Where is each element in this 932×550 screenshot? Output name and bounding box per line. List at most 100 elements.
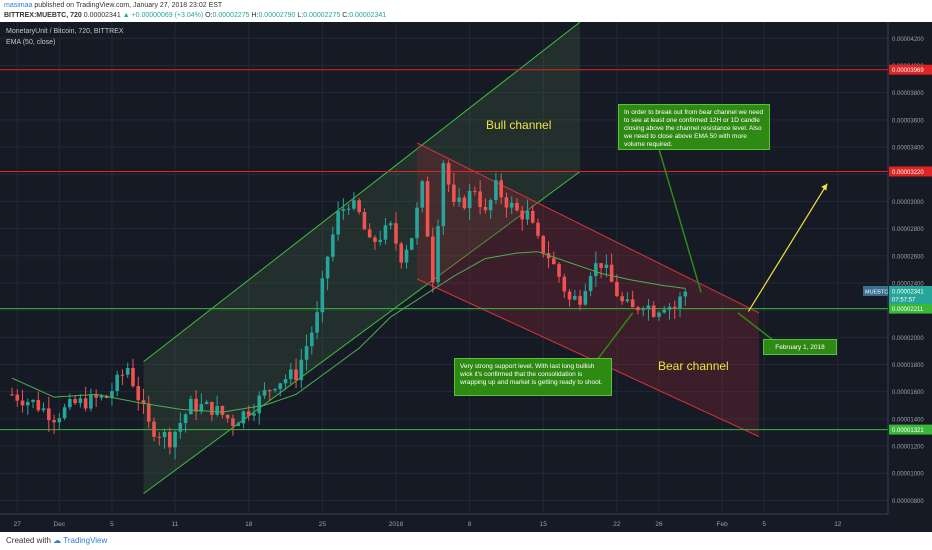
x-tick-label: 2018: [389, 521, 404, 528]
candle-body: [20, 400, 25, 406]
tradingview-cloud-icon: ☁: [53, 536, 62, 545]
x-tick-label: 18: [245, 521, 253, 528]
x-tick-label: 22: [613, 521, 621, 528]
candle-body: [146, 403, 151, 422]
created-with-text: Created with: [6, 536, 51, 545]
candle-body: [288, 369, 293, 380]
candle-body: [446, 163, 451, 185]
y-tick-label: 0.00001400: [892, 417, 924, 423]
candle-body: [73, 399, 77, 404]
candle-body: [609, 264, 614, 282]
candle-body: [478, 191, 482, 207]
x-tick-label: 5: [110, 521, 114, 528]
y-tick-label: 0.00002000: [892, 336, 924, 342]
candle-body: [136, 386, 141, 401]
price-change: ▲ +0.00000069 (+3.04%): [122, 12, 204, 19]
bear-channel-lower: [416, 278, 760, 437]
candle-body: [394, 223, 398, 244]
candle-body: [173, 431, 177, 448]
candle-body: [462, 197, 467, 209]
y-tick-label: 0.00003600: [892, 118, 924, 124]
bull-channel-fill: [143, 22, 581, 494]
candle-body: [220, 405, 225, 415]
candle-body: [383, 225, 388, 240]
candle-body: [304, 346, 309, 360]
price-chart[interactable]: 0.00000800 0.00001000 0.00001200 0.00001400…: [0, 22, 932, 532]
candle-body: [236, 423, 240, 426]
chart-legend-title: MonetaryUnit / Bitcoin, 720, BITTREX: [6, 28, 124, 35]
candle-body: [657, 312, 661, 317]
chart-area[interactable]: 0.00000800 0.00001000 0.00001200 0.00001400…: [0, 22, 932, 532]
candle-body: [630, 299, 635, 308]
candle-body: [78, 398, 83, 404]
candle-body: [509, 202, 514, 208]
candle-body: [525, 210, 530, 220]
y-tick-label: 0.00002400: [892, 281, 924, 287]
candle-body: [662, 309, 667, 313]
tradingview-link[interactable]: TradingView: [63, 536, 108, 545]
candle-body: [68, 399, 72, 408]
support-2-tag-label: 0.00001321: [892, 428, 924, 434]
chart-legend-indicator: EMA (50, close): [6, 39, 56, 46]
candle-body: [404, 249, 409, 263]
support-1-tag: [889, 303, 932, 314]
candle-body: [651, 305, 656, 317]
y-tick-label: 0.00001800: [892, 363, 924, 369]
resistance-2-tag: [889, 166, 932, 177]
author-link[interactable]: masimaa: [4, 2, 33, 9]
symbol-tag: [863, 285, 888, 296]
candle-body: [536, 222, 540, 236]
candle-body: [683, 291, 688, 297]
candle-body: [273, 388, 277, 391]
countdown-label: 07:57:57: [892, 297, 916, 303]
candle-body: [588, 276, 593, 292]
candle-body: [241, 411, 246, 424]
candle-body: [431, 236, 435, 283]
candle-body: [315, 312, 319, 333]
x-tick-label: 27: [14, 521, 22, 528]
open-label: O:: [205, 12, 213, 19]
open-value: 0.00002275: [212, 12, 250, 19]
publish-line: masimaa published on TradingView.com, Ja…: [4, 2, 222, 9]
date-note: February 1, 2018: [763, 339, 837, 355]
candle-body: [641, 309, 645, 311]
candle-body: [246, 411, 251, 416]
candle-body: [604, 264, 609, 268]
candle-body: [646, 305, 651, 310]
projection-arrow: [747, 183, 828, 312]
candle-body: [583, 291, 588, 305]
resistance-1-tag: [889, 64, 932, 75]
candle-body: [199, 404, 204, 412]
breakout-note: In order to break out from bear channel …: [618, 104, 770, 150]
x-tick-label: 5: [762, 521, 766, 528]
candle-body: [320, 278, 325, 313]
candle-body: [94, 394, 98, 398]
candle-body: [388, 223, 393, 226]
projection-arrowhead: [821, 183, 828, 191]
low-value: 0.00002275: [303, 12, 341, 19]
candle-body: [204, 401, 209, 405]
bull-channel-label: Bull channel: [486, 118, 552, 132]
candle-body: [473, 190, 477, 192]
candle-body: [41, 408, 46, 411]
date-note-pointer: [737, 312, 776, 342]
candle-body: [62, 407, 67, 419]
candle-body: [57, 418, 62, 423]
x-tick-label: 12: [834, 521, 842, 528]
candle-body: [47, 408, 51, 421]
candle-body: [262, 390, 267, 396]
candle-body: [341, 209, 346, 211]
bull-channel-lower: [143, 171, 581, 495]
support-1-tag-label: 0.00002211: [892, 307, 924, 313]
candle-body: [215, 405, 219, 415]
candle-body: [620, 296, 624, 302]
candle-body: [352, 200, 356, 209]
candle-body: [278, 383, 283, 389]
x-tick-label: Dec: [54, 521, 66, 528]
x-tick-label: Feb: [716, 521, 728, 528]
candle-body: [125, 368, 130, 375]
candle-body: [99, 395, 104, 398]
candle-body: [157, 436, 162, 438]
candle-body: [131, 368, 135, 387]
